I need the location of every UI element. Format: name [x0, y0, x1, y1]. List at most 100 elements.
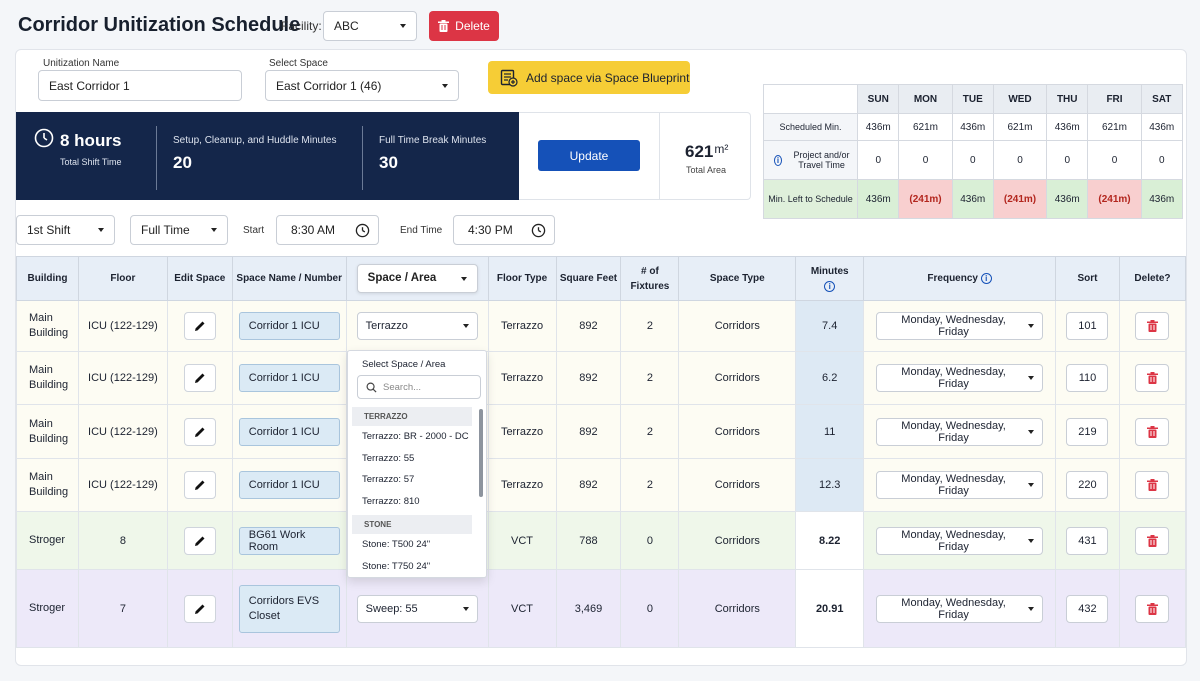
frequency-cell: Monday, Wednesday, Friday	[863, 458, 1056, 512]
delete-cell	[1118, 300, 1187, 352]
edit-space-button[interactable]	[183, 471, 216, 499]
dropdown-option[interactable]: Terrazzo: 55	[362, 452, 415, 464]
shift-select[interactable]: 1st Shift	[16, 215, 115, 245]
sort-input[interactable]: 101	[1066, 312, 1109, 340]
table-row: Stroger 7 Corridors EVS Closet Sweep: 55 VCT…	[16, 569, 1187, 648]
trash-icon	[1146, 479, 1158, 491]
dropdown-option[interactable]: Stone: T500 24"	[362, 539, 431, 550]
delete-row-button[interactable]	[1135, 471, 1170, 499]
floor-cell: ICU (122-129)	[77, 351, 168, 405]
edit-space-button[interactable]	[183, 526, 216, 555]
info-icon[interactable]: i	[774, 154, 783, 166]
delete-button[interactable]: Delete	[429, 11, 499, 41]
edit-space-button[interactable]	[183, 312, 216, 340]
col-space-type: Space Type	[678, 256, 797, 301]
space-name-input[interactable]: BG61 Work Room	[238, 526, 340, 555]
edit-space-button[interactable]	[183, 364, 216, 392]
unitization-name-input[interactable]: East Corridor 1	[38, 70, 242, 101]
employment-type-select[interactable]: Full Time	[130, 215, 228, 245]
sort-cell: 101	[1055, 300, 1120, 352]
col-delete: Delete?	[1118, 256, 1187, 301]
sort-input[interactable]: 220	[1066, 471, 1109, 499]
add-space-blueprint-button[interactable]: Add space via Space Blueprint	[488, 61, 690, 94]
info-icon[interactable]: i	[980, 273, 992, 284]
scheduled-cell: 621m	[1087, 113, 1142, 141]
col-space-name: Space Name / Number	[231, 256, 347, 301]
space-name-input[interactable]: Corridors EVS Closet	[238, 584, 340, 633]
clock-icon[interactable]	[531, 223, 546, 238]
edit-space-cell	[166, 569, 233, 648]
dropdown-option[interactable]: Terrazzo: BR - 2000 - DC	[362, 431, 469, 442]
sort-cell: 432	[1055, 569, 1120, 648]
space-name-input[interactable]: Corridor 1 ICU	[238, 471, 340, 499]
delete-row-button[interactable]	[1135, 526, 1170, 555]
dropdown-option[interactable]: Terrazzo: 57	[362, 474, 415, 485]
dropdown-option[interactable]: Stone: T750 24"	[362, 560, 431, 572]
page-title: Corridor Unitization Schedule	[18, 14, 301, 36]
blueprint-label: Add space via Space Blueprint	[526, 70, 690, 85]
dropdown-option[interactable]: Terrazzo: 810	[362, 495, 420, 507]
select-space-label: Select Space	[269, 58, 328, 69]
frequency-cell: Monday, Wednesday, Friday	[863, 300, 1056, 352]
chevron-down-icon	[462, 324, 469, 328]
trash-icon	[1146, 425, 1158, 438]
building-cell: Stroger	[16, 511, 79, 570]
break-label: Full Time Break Minutes	[379, 135, 487, 146]
edit-space-button[interactable]	[183, 594, 216, 623]
sort-input[interactable]: 431	[1066, 526, 1109, 555]
space-name-input[interactable]: Corridor 1 ICU	[238, 312, 340, 340]
space-area-filter[interactable]: Space / Area	[356, 264, 478, 293]
space-name-input[interactable]: Corridor 1 ICU	[238, 417, 340, 446]
frequency-select[interactable]: Monday, Wednesday, Friday	[876, 471, 1043, 499]
space-name-input[interactable]: Corridor 1 ICU	[238, 364, 340, 392]
select-space-dropdown[interactable]: East Corridor 1 (46)	[265, 70, 459, 101]
frequency-select[interactable]: Monday, Wednesday, Friday	[876, 526, 1043, 555]
floor-type-cell: VCT	[487, 569, 557, 648]
chevron-down-icon	[1028, 376, 1034, 380]
delete-label: Delete	[455, 19, 490, 33]
edit-space-cell	[166, 351, 233, 405]
chevron-down-icon	[98, 228, 104, 232]
table-row: Main Building ICU (122-129) Corridor 1 ICU…	[16, 404, 1187, 459]
frequency-select[interactable]: Monday, Wednesday, Friday	[876, 594, 1043, 623]
delete-row-button[interactable]	[1135, 594, 1170, 623]
end-time-input[interactable]: 4:30 PM	[453, 215, 555, 245]
facility-label: Facility:	[281, 19, 322, 33]
space-type-cell: Corridors	[678, 511, 797, 570]
min-left-cell: (241m)	[992, 179, 1048, 219]
sort-input[interactable]: 219	[1066, 417, 1109, 446]
frequency-select[interactable]: Monday, Wednesday, Friday	[876, 312, 1043, 340]
delete-cell	[1118, 569, 1187, 648]
frequency-select[interactable]: Monday, Wednesday, Friday	[876, 364, 1043, 392]
delete-row-button[interactable]	[1135, 417, 1170, 446]
week-day-header: TUE	[951, 84, 994, 114]
weekly-schedule-table: SUN MON TUE WED THU FRI SAT Scheduled Mi…	[763, 84, 1183, 219]
delete-row-button[interactable]	[1135, 364, 1170, 392]
dropdown-scrollbar[interactable]	[479, 409, 483, 497]
space-name-cell: Corridor 1 ICU	[231, 351, 347, 405]
space-area-select[interactable]: Sweep: 55	[356, 594, 478, 623]
facility-select[interactable]: ABC	[323, 11, 417, 41]
space-area-select[interactable]: Terrazzo	[356, 312, 478, 340]
info-icon[interactable]: i	[824, 280, 836, 292]
clock-icon[interactable]	[355, 223, 370, 238]
clock-icon	[34, 128, 54, 148]
pencil-icon	[194, 480, 205, 490]
edit-space-button[interactable]	[183, 417, 216, 446]
sort-input[interactable]: 110	[1066, 364, 1109, 392]
start-time-input[interactable]: 8:30 AM	[276, 215, 379, 245]
min-left-cell: (241m)	[898, 179, 953, 219]
update-button[interactable]: Update	[538, 140, 640, 171]
chevron-down-icon	[1028, 483, 1034, 487]
minutes-cell: 11	[795, 404, 865, 459]
delete-row-button[interactable]	[1135, 312, 1170, 340]
sort-input[interactable]: 432	[1066, 594, 1109, 623]
divider	[156, 126, 157, 190]
floor-cell: 8	[77, 511, 168, 570]
dropdown-search-input[interactable]: Search...	[357, 375, 481, 399]
floor-type-cell: VCT	[487, 511, 557, 570]
frequency-select[interactable]: Monday, Wednesday, Friday	[876, 417, 1043, 446]
pencil-icon	[194, 536, 205, 546]
min-left-label: Min. Left to Schedule	[763, 179, 858, 219]
min-left-cell: 436m	[1045, 179, 1089, 219]
